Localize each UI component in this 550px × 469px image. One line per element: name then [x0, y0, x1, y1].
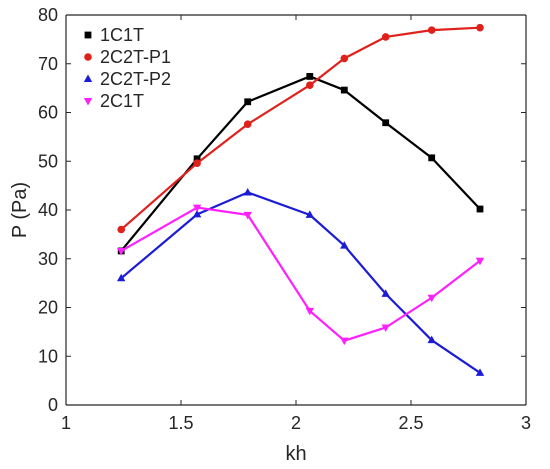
series-line-1c1t	[120, 75, 481, 252]
series-line-2c1t	[120, 206, 481, 342]
y-tick-label: 40	[38, 200, 58, 220]
data-point-2c2t-p2	[117, 273, 126, 282]
y-tick-label: 70	[38, 54, 58, 74]
data-point-1c1t	[340, 86, 348, 94]
data-point-2c1t	[117, 247, 126, 256]
series-layer	[117, 23, 485, 376]
data-point-2c1t	[427, 294, 436, 303]
data-point-2c2t-p1	[193, 159, 201, 167]
data-point-1c1t	[244, 98, 252, 106]
legend-entry-2c2t-p1: 2C2T-P1	[84, 47, 171, 67]
y-axis-label: P (Pa)	[9, 182, 31, 238]
legend-entry-2c1t: 2C1T	[83, 91, 144, 111]
data-point-2c2t-p1	[117, 225, 125, 234]
x-axis-label: kh	[285, 443, 306, 465]
data-point-1c1t	[306, 73, 314, 80]
series-2c2t-p2	[117, 187, 485, 376]
x-tick-label: 3	[521, 413, 531, 433]
data-point-2c2t-p2	[192, 209, 202, 218]
data-point-2c1t	[475, 257, 485, 266]
legend-marker-2c2t-p2	[83, 74, 93, 82]
legend-label: 1C1T	[100, 25, 144, 45]
data-point-2c1t	[192, 204, 202, 213]
data-point-2c2t-p1	[381, 33, 390, 41]
series-2c2t-p1	[117, 23, 484, 234]
data-point-2c2t-p1	[243, 120, 252, 128]
data-point-1c1t	[428, 154, 436, 162]
data-point-2c1t	[340, 337, 349, 346]
data-point-2c2t-p2	[340, 241, 349, 249]
data-point-1c1t	[193, 155, 201, 163]
legend-entry-1c1t: 1C1T	[84, 25, 144, 45]
legend-entry-2c2t-p2: 2C2T-P2	[83, 69, 171, 89]
data-point-2c2t-p2	[427, 335, 436, 344]
data-point-2c2t-p2	[305, 210, 314, 218]
series-line-2c2t-p1	[120, 26, 481, 231]
x-tick-label: 1	[61, 413, 71, 433]
y-tick-label: 10	[38, 346, 58, 366]
legend-marker-2c1t	[83, 98, 93, 106]
x-tick-label: 2.5	[398, 413, 423, 433]
data-point-2c1t	[305, 307, 314, 316]
x-tick-label: 2	[291, 413, 301, 433]
data-point-2c2t-p1	[427, 26, 436, 34]
data-point-2c2t-p2	[475, 368, 485, 376]
y-tick-label: 50	[38, 151, 58, 171]
legend-label: 2C1T	[100, 91, 144, 111]
data-point-1c1t	[476, 205, 484, 213]
y-tick-label: 30	[38, 249, 58, 269]
data-point-2c2t-p2	[243, 187, 252, 196]
legend-label: 2C2T-P2	[100, 69, 171, 89]
legend-label: 2C2T-P1	[100, 47, 171, 67]
data-point-1c1t	[382, 119, 390, 127]
data-point-2c2t-p1	[306, 81, 314, 89]
series-line-2c2t-p2	[120, 191, 481, 374]
data-point-2c2t-p1	[476, 23, 484, 32]
y-tick-label: 80	[38, 5, 58, 25]
data-point-2c1t	[381, 324, 390, 332]
x-tick-label: 1.5	[168, 413, 193, 433]
data-point-2c1t	[243, 211, 252, 220]
data-point-2c2t-p1	[340, 54, 349, 63]
data-point-2c2t-p2	[381, 289, 390, 297]
series-2c1t	[117, 204, 485, 346]
y-tick-label: 60	[38, 103, 58, 123]
legend-marker-2c2t-p1	[84, 53, 92, 61]
y-tick-label: 20	[38, 298, 58, 318]
y-tick-label: 0	[48, 395, 58, 415]
legend-marker-1c1t	[84, 31, 92, 39]
